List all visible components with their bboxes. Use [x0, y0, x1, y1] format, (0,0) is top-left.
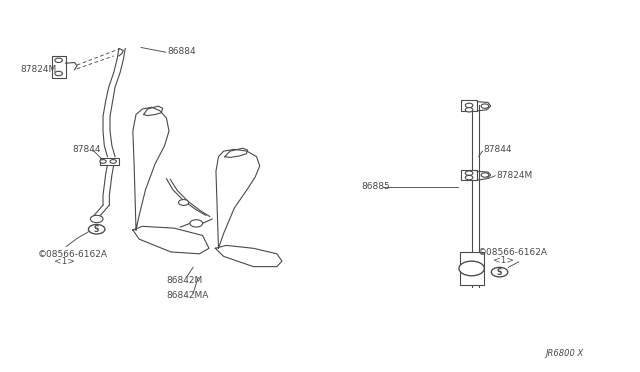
- Circle shape: [465, 171, 473, 175]
- Circle shape: [90, 215, 103, 223]
- Text: 87844: 87844: [72, 145, 101, 154]
- FancyBboxPatch shape: [460, 252, 484, 285]
- Circle shape: [179, 199, 189, 205]
- Circle shape: [492, 267, 508, 277]
- FancyBboxPatch shape: [52, 56, 65, 78]
- Circle shape: [481, 104, 489, 108]
- Circle shape: [55, 71, 63, 76]
- Text: 87824M: 87824M: [497, 171, 532, 180]
- Text: <1>: <1>: [493, 256, 514, 264]
- FancyBboxPatch shape: [461, 100, 477, 111]
- Circle shape: [481, 173, 489, 177]
- Circle shape: [110, 160, 116, 163]
- Text: <1>: <1>: [54, 257, 74, 266]
- Circle shape: [55, 58, 63, 62]
- Text: ©08566-6162A: ©08566-6162A: [38, 250, 108, 259]
- Circle shape: [465, 108, 473, 112]
- Circle shape: [465, 103, 473, 108]
- Text: S: S: [94, 225, 99, 234]
- FancyBboxPatch shape: [100, 158, 119, 165]
- Circle shape: [459, 261, 484, 276]
- Circle shape: [100, 160, 106, 163]
- Circle shape: [88, 224, 105, 234]
- Text: 86842MA: 86842MA: [166, 291, 209, 301]
- Text: S: S: [497, 267, 502, 277]
- Text: ©08566-6162A: ©08566-6162A: [477, 248, 547, 257]
- Text: 86885: 86885: [361, 182, 390, 191]
- Circle shape: [190, 220, 203, 227]
- FancyBboxPatch shape: [461, 170, 477, 180]
- Text: JR6800 X: JR6800 X: [545, 349, 584, 358]
- Circle shape: [465, 175, 473, 180]
- Text: 87824M: 87824M: [20, 65, 57, 74]
- Text: 86884: 86884: [168, 46, 196, 56]
- Text: 87844: 87844: [484, 145, 512, 154]
- Text: 86842M: 86842M: [166, 276, 203, 285]
